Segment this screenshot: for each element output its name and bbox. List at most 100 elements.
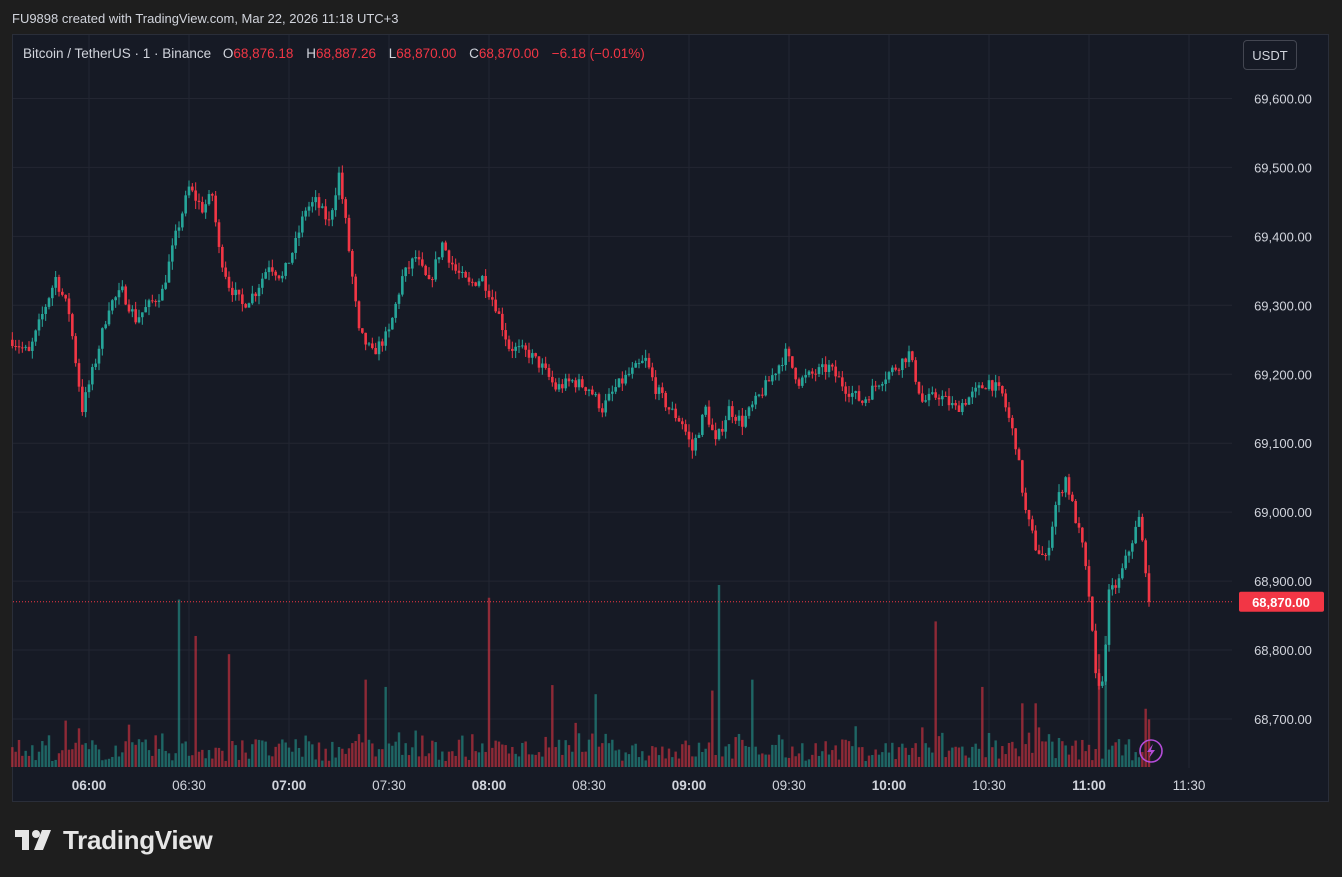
volume-bar <box>951 747 954 767</box>
candle <box>321 203 324 209</box>
candle <box>1097 669 1101 690</box>
candle <box>1004 389 1007 412</box>
candle <box>887 370 891 384</box>
candle-body <box>944 395 947 397</box>
candle-body <box>154 301 157 303</box>
candle <box>714 422 717 446</box>
candle-body <box>764 380 767 396</box>
candle <box>57 274 61 297</box>
candle <box>407 260 411 274</box>
candle <box>197 193 201 210</box>
volume-bar <box>217 747 221 767</box>
candle-body <box>667 407 671 410</box>
candle <box>394 302 397 323</box>
candle <box>341 165 344 204</box>
volume-bar <box>921 727 924 767</box>
volume-bar <box>984 757 987 767</box>
candle-body <box>81 386 84 413</box>
volume-bar <box>967 757 971 767</box>
candle-body <box>954 403 957 406</box>
candle-body <box>321 206 324 208</box>
volume-bar <box>531 754 534 767</box>
candle-body <box>387 329 391 332</box>
candle-body <box>107 310 111 325</box>
volume-bar <box>1117 739 1121 767</box>
candle-body <box>1071 494 1074 502</box>
candle <box>41 306 44 327</box>
candle-body <box>737 415 741 421</box>
candle <box>244 302 247 309</box>
candle-body <box>641 360 644 364</box>
volume-bar <box>767 754 771 767</box>
volume-bar <box>67 749 71 767</box>
candle-body <box>474 282 477 286</box>
candle-body <box>984 388 987 390</box>
candle-body <box>871 385 874 400</box>
volume-bar <box>611 739 614 767</box>
candle <box>1084 541 1087 570</box>
candle-body <box>701 414 704 435</box>
candle <box>461 266 464 278</box>
volume-bar <box>691 756 694 767</box>
close-value: 68,870.00 <box>478 46 539 61</box>
volume-bar <box>927 747 931 767</box>
volume-bar <box>521 742 524 767</box>
candle <box>724 415 727 439</box>
candle-body <box>937 397 941 400</box>
volume-bar <box>784 757 787 767</box>
volume-bar <box>214 747 217 767</box>
volume-bar <box>777 734 781 767</box>
candle <box>67 293 71 322</box>
candle-body <box>291 252 294 263</box>
candle-body <box>91 367 94 385</box>
candle-body <box>377 341 381 355</box>
symbol-title[interactable]: Bitcoin / TetherUS · 1 · Binance <box>23 46 212 61</box>
volume-bar <box>867 755 871 767</box>
candle-body <box>491 297 494 300</box>
candle-body <box>1051 526 1054 548</box>
volume-bar <box>891 742 894 767</box>
candle-body <box>694 437 697 451</box>
price-tick-label: 69,100.00 <box>1254 436 1312 451</box>
volume-bar <box>661 746 664 767</box>
lightning-icon[interactable] <box>1139 739 1163 763</box>
candle <box>911 350 914 363</box>
candle <box>264 268 267 280</box>
volume-bar <box>917 756 921 767</box>
volume-bar <box>114 745 117 767</box>
candle <box>691 432 694 459</box>
candle <box>771 368 774 386</box>
candle-body <box>741 415 744 427</box>
volume-bar <box>197 751 201 767</box>
volume-bar <box>224 760 227 767</box>
candle <box>1057 484 1061 513</box>
candle <box>187 180 191 199</box>
brand-name: TradingView <box>63 824 213 855</box>
volume-bar <box>657 755 661 767</box>
candle <box>901 358 904 378</box>
candle-body <box>794 367 797 380</box>
volume-bar <box>1027 732 1031 767</box>
volume-bar <box>251 744 254 767</box>
currency-unit-button[interactable]: USDT <box>1243 40 1297 70</box>
candle <box>31 337 34 359</box>
volume-bar <box>771 744 774 767</box>
candle-body <box>1104 644 1107 682</box>
candle-body <box>1074 501 1077 524</box>
candle-body <box>791 356 794 368</box>
candle <box>434 251 437 282</box>
candle-body <box>757 394 761 396</box>
candle-body <box>477 281 481 286</box>
candle-body <box>834 366 837 377</box>
tradingview-brand: TradingView <box>15 824 213 856</box>
time-tick-label: 11:00 <box>1072 778 1106 793</box>
candle-body <box>344 199 347 218</box>
volume-bar <box>541 756 544 767</box>
volume-bar <box>694 756 697 767</box>
candle <box>257 284 261 305</box>
candle <box>711 418 714 431</box>
candle-body <box>454 264 457 271</box>
candle-body <box>754 395 757 405</box>
candle <box>854 390 857 400</box>
